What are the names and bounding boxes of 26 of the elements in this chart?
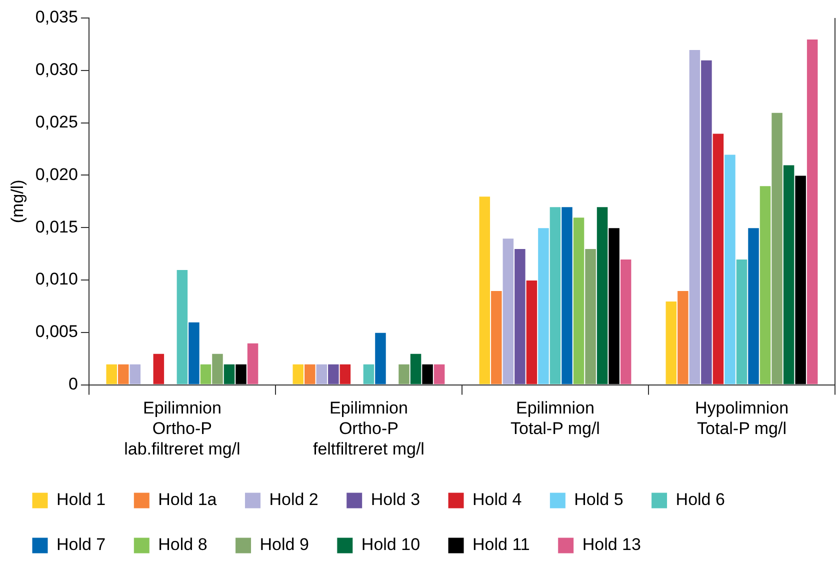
legend-label: Hold 1	[56, 490, 106, 510]
y-tick-label: 0,020	[35, 164, 78, 184]
y-tick-label: 0,025	[35, 112, 78, 132]
x-tick-label: Epilimnion Total-P mg/l	[510, 398, 600, 438]
legend-label: Hold 3	[370, 490, 420, 510]
legend-label: Hold 10	[361, 535, 420, 554]
legend-label: Hold 1a	[158, 490, 218, 510]
legend-label: Hold 11	[472, 535, 530, 554]
y-tick-label: 0,035	[35, 8, 78, 27]
y-tick-label: 0,005	[35, 322, 78, 342]
x-tick-label: Epilimnion Ortho-P feltfiltreret mg/l	[312, 398, 424, 458]
y-tick-label: 0,030	[35, 60, 78, 80]
y-axis-title: (mg/l)	[8, 180, 27, 224]
legend-label: Hold 7	[56, 535, 106, 554]
legend-label: Hold 5	[574, 490, 624, 510]
legend-label: Hold 6	[676, 490, 725, 510]
y-tick-label: 0,010	[35, 270, 78, 289]
x-tick-label: Hypolimnion Total-P mg/l	[694, 398, 789, 438]
y-tick-label: 0	[68, 374, 78, 394]
y-tick-label: 0,015	[35, 217, 78, 236]
legend-label: Hold 4	[472, 490, 522, 510]
legend-label: Hold 9	[260, 535, 309, 554]
legend-label: Hold 2	[269, 490, 318, 510]
legend-label: Hold 8	[158, 535, 208, 554]
legend-label: Hold 13	[582, 535, 641, 554]
x-tick-label: Epilimnion Ortho-P lab.filtreret mg/l	[124, 398, 240, 458]
